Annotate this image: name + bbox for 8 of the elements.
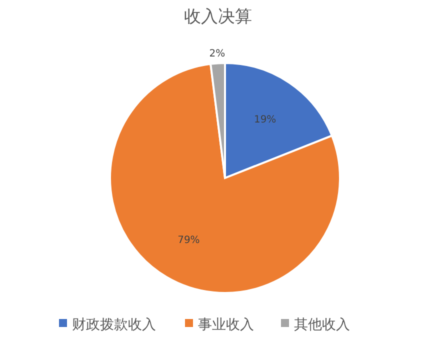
data-label: 2%: [209, 48, 226, 60]
data-label: 79%: [178, 234, 200, 246]
legend-label: 财政拨款收入: [72, 316, 156, 333]
chart-title: 收入决算: [184, 7, 252, 27]
legend-label: 其他收入: [294, 316, 350, 333]
legend-label: 事业收入: [198, 316, 254, 333]
data-label: 19%: [254, 114, 276, 126]
pie-slice: [109, 62, 341, 294]
